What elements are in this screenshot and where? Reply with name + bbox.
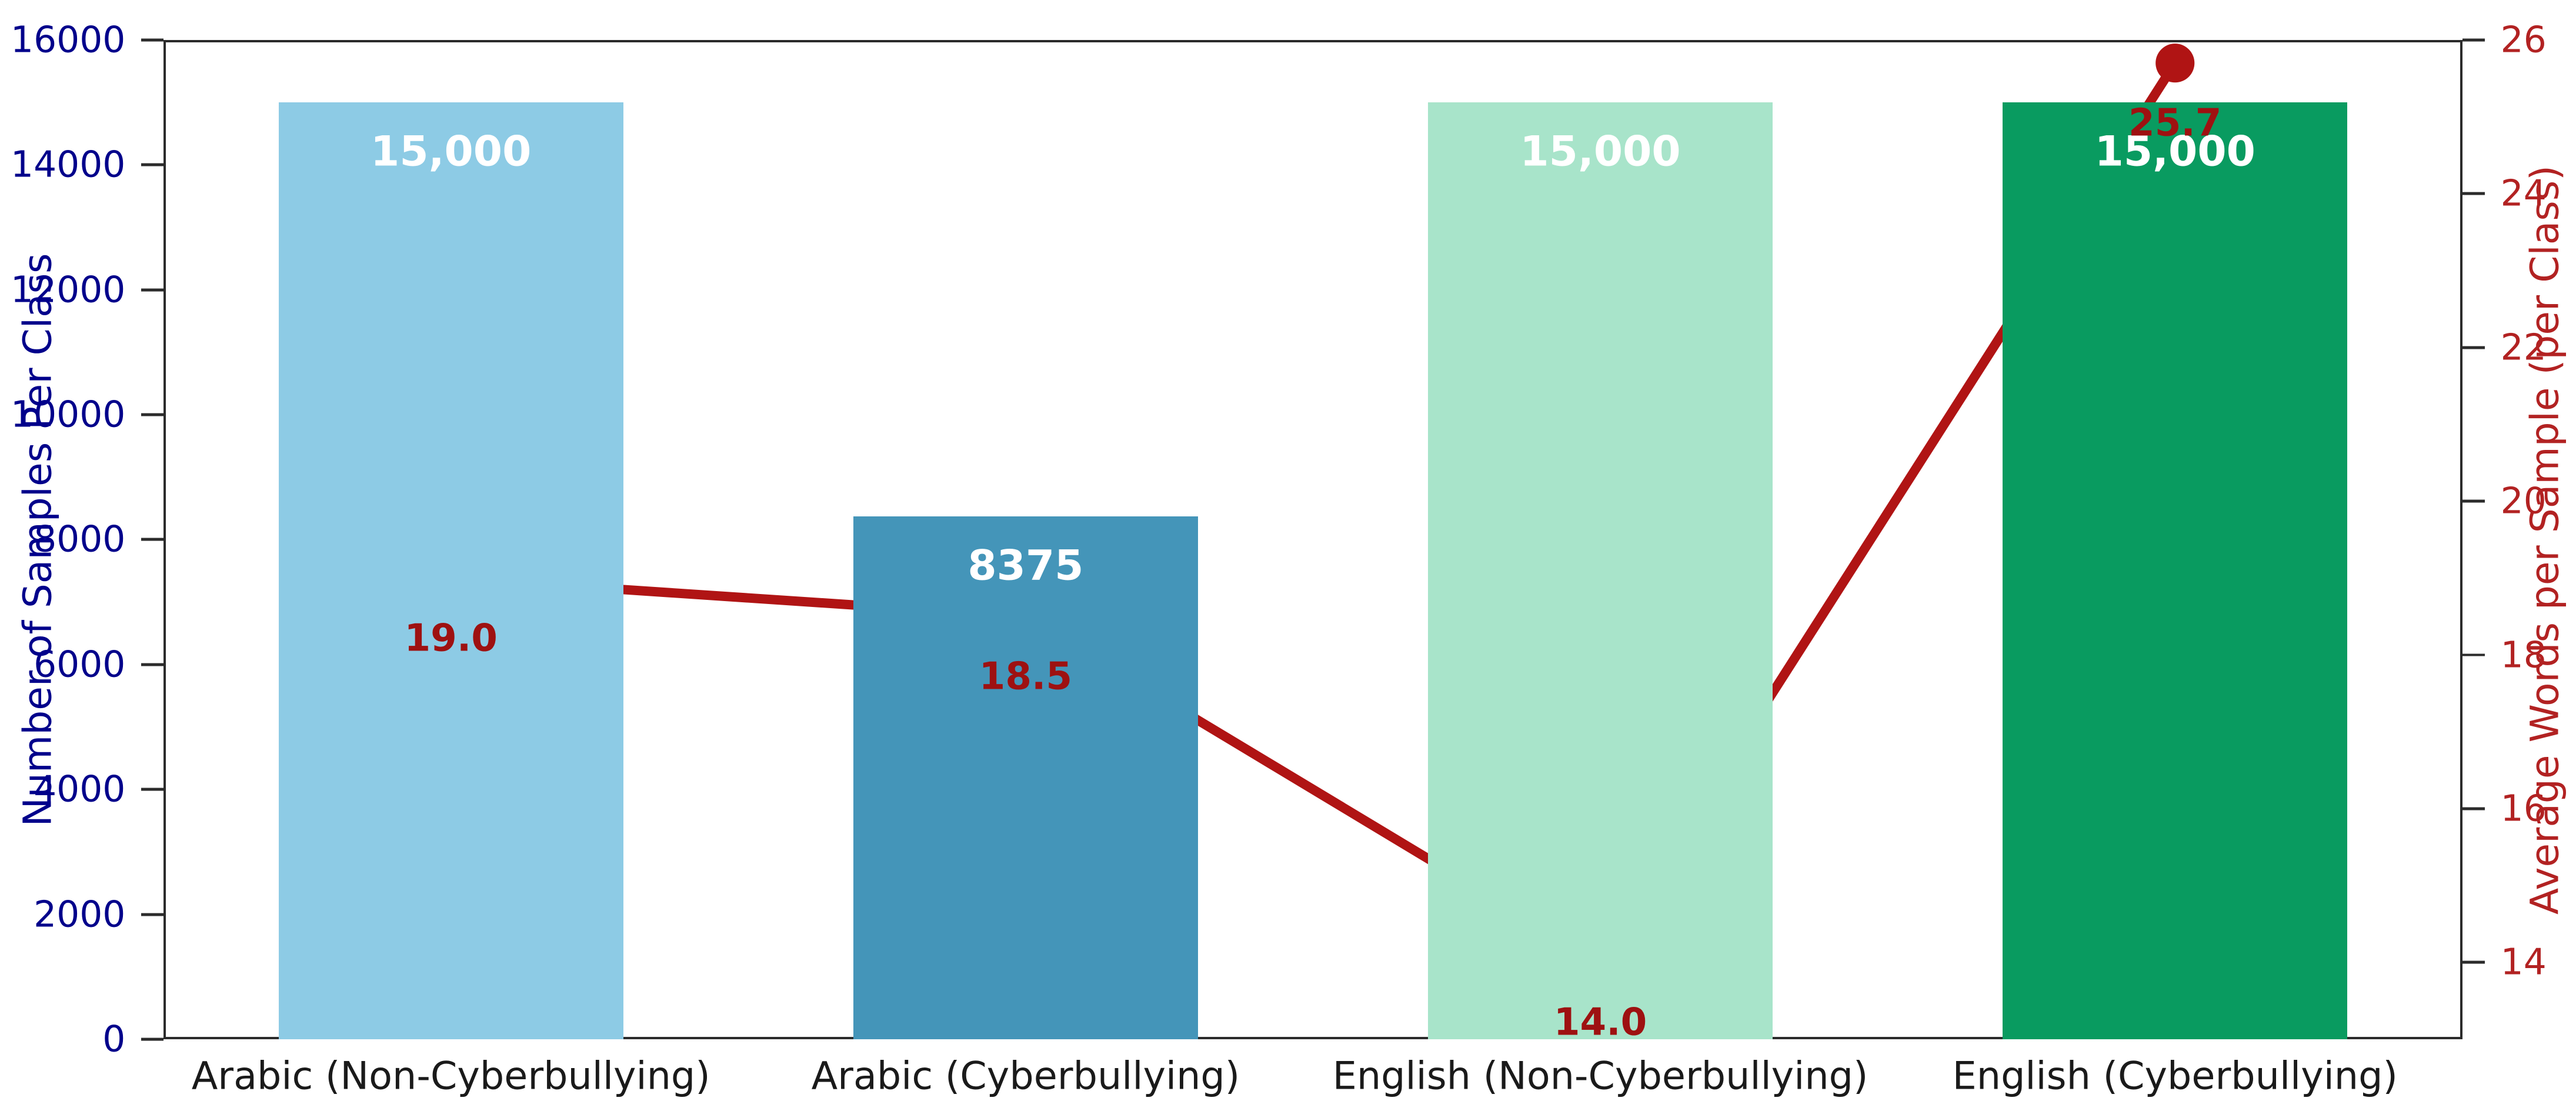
right-tick-mark [2462,192,2485,195]
bar-value-label: 15,000 [371,126,532,176]
right-tick-label: 20 [2500,480,2547,522]
right-tick-label: 26 [2500,19,2547,61]
bar-english-non-cyberbullying- [1427,102,1773,1039]
right-tick-label: 16 [2500,788,2547,830]
right-tick-label: 22 [2500,326,2547,369]
right-tick-mark [2462,38,2485,42]
left-tick-label: 6000 [34,643,126,686]
left-tick-label: 2000 [34,893,126,935]
left-tick-label: 12000 [11,269,126,311]
left-tick-label: 16000 [11,19,126,61]
left-tick-mark [141,38,164,42]
right-tick-label: 24 [2500,172,2547,215]
bar-arabic-non-cyberbullying- [278,102,623,1039]
right-tick-label: 14 [2500,941,2547,983]
line-point-label: 25.7 [2128,101,2222,145]
right-tick-mark [2462,499,2485,503]
x-tick-label: Arabic (Cyberbullying) [811,1054,1240,1099]
bar-value-label: 15,000 [1520,126,1681,176]
left-tick-mark [141,163,164,166]
left-tick-label: 4000 [34,768,126,810]
left-tick-label: 8000 [34,518,126,560]
right-tick-mark [2462,807,2485,810]
left-tick-mark [141,1037,164,1041]
line-point-label: 19.0 [404,616,498,660]
left-tick-mark [141,288,164,292]
right-tick-mark [2462,653,2485,656]
left-tick-label: 10000 [11,393,126,436]
bar-value-label: 15,000 [2094,126,2255,176]
line-point-label: 18.5 [979,654,1073,699]
left-tick-label: 0 [102,1018,126,1060]
bar-english-cyberbullying- [2003,102,2348,1039]
left-tick-label: 14000 [11,144,126,186]
right-tick-mark [2462,346,2485,349]
left-tick-mark [141,663,164,666]
line-point-label: 14.0 [1553,1000,1647,1045]
left-tick-mark [141,413,164,416]
left-tick-mark [141,913,164,916]
x-tick-label: English (Non-Cyberbullying) [1332,1054,1868,1099]
bar-value-label: 8375 [967,541,1084,590]
bar-arabic-cyberbullying- [853,516,1199,1039]
x-tick-label: Arabic (Non-Cyberbullying) [191,1054,710,1099]
left-tick-mark [141,788,164,791]
x-tick-label: English (Cyberbullying) [1952,1054,2398,1099]
right-tick-mark [2462,960,2485,964]
right-tick-label: 18 [2500,633,2547,676]
left-tick-mark [141,538,164,541]
